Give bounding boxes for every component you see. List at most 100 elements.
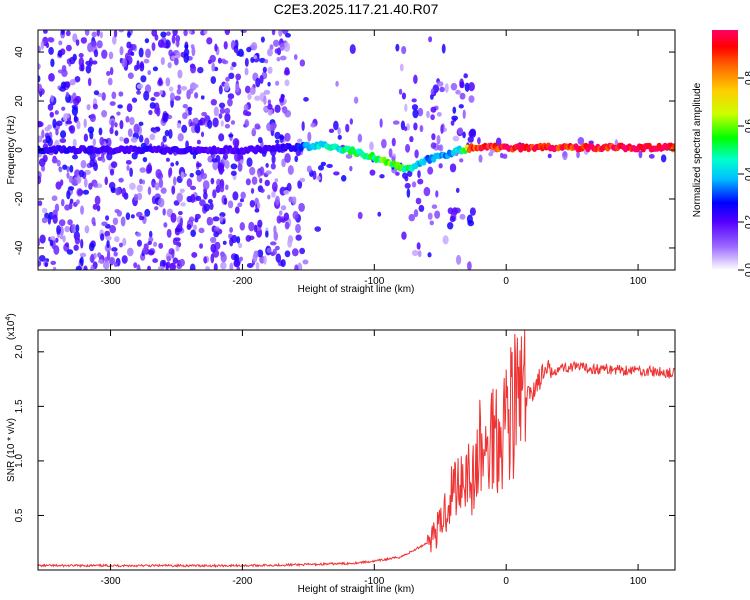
spectrogram-speckle bbox=[180, 85, 188, 91]
spectrogram-speckle bbox=[259, 166, 265, 176]
spectrogram-speckle bbox=[114, 236, 120, 243]
spectrogram-speckle bbox=[93, 90, 100, 96]
snr-x-tick-label: -200 bbox=[232, 576, 252, 587]
spectrogram-speckle bbox=[179, 217, 183, 227]
spectrogram-speckle bbox=[381, 138, 387, 149]
spectrogram-speckle bbox=[217, 57, 222, 64]
spectrogram-speckle bbox=[99, 31, 103, 39]
snr-frame bbox=[37, 329, 676, 571]
colorbar-tick-label: 0.4 bbox=[744, 167, 750, 181]
spectrogram-speckle bbox=[106, 239, 110, 249]
spectrogram-speckle bbox=[152, 66, 159, 72]
spectrogram-speckle bbox=[119, 119, 124, 130]
spectrogram-speckle bbox=[76, 120, 81, 130]
spectrogram-speckle bbox=[126, 103, 133, 113]
spectrogram-speckle bbox=[449, 163, 457, 173]
spectrogram-speckle bbox=[299, 177, 306, 183]
spectrogram-speckle bbox=[169, 262, 177, 270]
spectrogram-speckle bbox=[138, 121, 144, 126]
spectrogram-speckle bbox=[411, 181, 417, 188]
spectrogram-speckle bbox=[450, 120, 455, 126]
spectrogram-speckle bbox=[160, 57, 165, 65]
spectrogram-speckle bbox=[89, 130, 94, 140]
spectrogram-speckle bbox=[117, 104, 123, 109]
spectrogram-speckle bbox=[38, 75, 41, 83]
spectrogram-speckle bbox=[436, 81, 444, 87]
spectrogram-speckle bbox=[246, 262, 254, 268]
spectrogram-speckle bbox=[114, 122, 118, 128]
spectrogram-speckle bbox=[187, 106, 193, 112]
spectrogram-y-tick-label: -20 bbox=[14, 191, 25, 206]
spectrogram-speckle bbox=[239, 159, 244, 165]
spectrogram-speckle bbox=[427, 252, 432, 258]
spectrogram-speckle bbox=[213, 106, 219, 117]
spectrogram-speckle bbox=[44, 212, 50, 219]
snr-scale-prefix: (x10 bbox=[6, 320, 17, 340]
spectrogram-speckle bbox=[427, 212, 433, 220]
spectrogram-speckle bbox=[159, 89, 163, 96]
spectrogram-speckle bbox=[207, 119, 213, 129]
spectrogram-speckle bbox=[88, 242, 95, 252]
spectrogram-speckle bbox=[430, 142, 437, 149]
spectrogram-speckle bbox=[237, 162, 243, 172]
spectrogram-speckle bbox=[417, 170, 421, 179]
spectrogram-speckle bbox=[648, 153, 655, 159]
spectrogram-speckle bbox=[210, 243, 217, 253]
spectrogram-speckle bbox=[176, 39, 180, 48]
spectrogram-speckle bbox=[469, 129, 477, 139]
spectrogram-speckle bbox=[158, 178, 164, 188]
spectrogram-speckle bbox=[246, 46, 252, 53]
spectrogram-speckle bbox=[414, 149, 419, 159]
spectrogram-speckle bbox=[60, 198, 65, 207]
spectrogram-speckle bbox=[38, 200, 43, 207]
spectrogram-speckle bbox=[192, 224, 198, 231]
spectrogram-speckle bbox=[275, 139, 280, 144]
spectrogram-speckle bbox=[121, 255, 128, 264]
spectrogram-speckle bbox=[75, 39, 80, 46]
spectrogram-speckle bbox=[52, 214, 58, 224]
spectrogram-speckle bbox=[404, 182, 411, 189]
spectrogram-speckle bbox=[66, 249, 74, 255]
spectrogram-speckle bbox=[94, 195, 101, 206]
spectrogram-speckle bbox=[413, 74, 418, 85]
spectrogram-speckle bbox=[194, 92, 199, 99]
spectrogram-speckle bbox=[328, 128, 335, 133]
spectrogram-speckle bbox=[69, 78, 76, 86]
spectrogram-speckle bbox=[291, 248, 299, 257]
spectrogram-speckle bbox=[170, 162, 175, 167]
spectrogram-speckle bbox=[245, 178, 251, 186]
spectrogram-x-tick-label: -300 bbox=[101, 276, 121, 287]
spectrogram-speckle bbox=[48, 46, 54, 55]
spectrogram-speckle bbox=[379, 174, 385, 179]
spectrogram-speckle bbox=[326, 163, 333, 169]
spectrogram-speckle bbox=[191, 46, 196, 57]
spectrogram-speckle bbox=[42, 154, 48, 163]
spectrogram-speckle bbox=[203, 203, 210, 212]
spectrogram-speckle bbox=[168, 129, 173, 139]
spectrogram-speckle bbox=[59, 138, 67, 144]
spectrogram-speckle bbox=[357, 133, 363, 143]
spectrogram-speckle bbox=[65, 91, 70, 98]
spectrogram-speckle bbox=[136, 264, 141, 270]
spectrogram-speckle bbox=[248, 221, 255, 232]
spectrogram-speckle bbox=[270, 241, 277, 246]
spectrogram-speckle bbox=[133, 262, 138, 269]
snr-panel: -300 -200 -100 0 100 0.5 1.0 1.5 2.0 Height of … bbox=[5, 313, 676, 595]
spectrogram-speckle bbox=[114, 208, 120, 214]
snr-x-ticks: -300 -200 -100 0 100 bbox=[101, 330, 647, 587]
spectrogram-speckle bbox=[230, 66, 234, 71]
spectrogram-speckle bbox=[459, 213, 466, 220]
spectrogram-speckle bbox=[201, 111, 208, 117]
spectrogram-speckle bbox=[208, 217, 214, 226]
spectrogram-speckle bbox=[234, 152, 240, 162]
spectrogram-x-tick-label: 100 bbox=[630, 276, 647, 287]
snr-x-tick-label: -100 bbox=[364, 576, 384, 587]
spectrogram-speckle bbox=[192, 117, 199, 124]
spectrogram-speckle bbox=[119, 136, 124, 142]
spectrogram-speckle bbox=[279, 135, 285, 140]
spectrogram-speckle bbox=[101, 49, 108, 59]
spectrogram-speckle bbox=[457, 127, 464, 135]
snr-scale-suffix: ) bbox=[6, 313, 17, 316]
spectrogram-speckle bbox=[90, 40, 97, 47]
